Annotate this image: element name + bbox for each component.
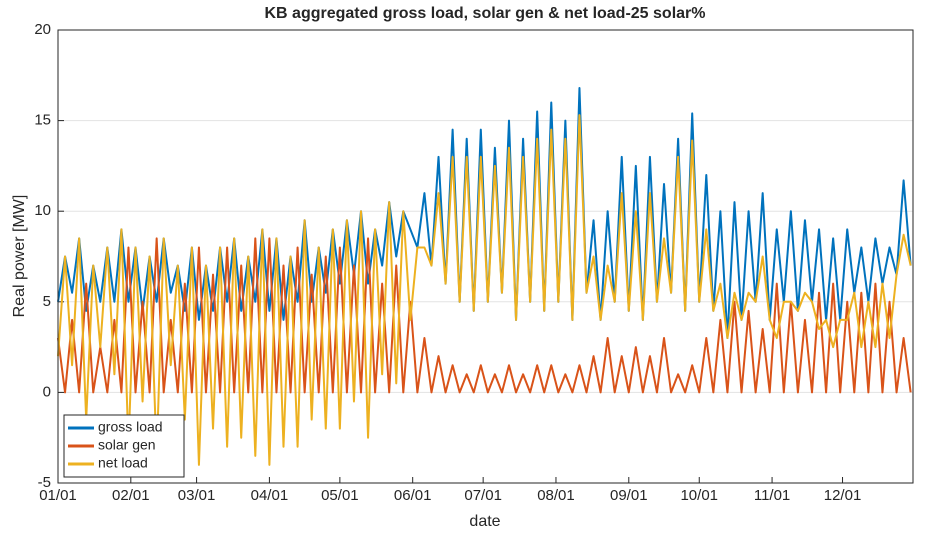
x-tick-label: 07/01 <box>464 487 502 504</box>
axes-box <box>57 29 914 484</box>
x-tick-label: 08/01 <box>537 487 575 504</box>
x-tick-label: 09/01 <box>610 487 648 504</box>
y-tick-label: 15 <box>34 112 51 129</box>
y-tick-label: 20 <box>34 21 51 38</box>
y-tick-label: -5 <box>38 474 51 491</box>
x-tick-label: 02/01 <box>112 487 150 504</box>
x-tick-label: 06/01 <box>394 487 432 504</box>
legend-label: gross load <box>98 419 163 435</box>
y-tick-label: 0 <box>43 383 51 400</box>
x-tick-label: 04/01 <box>251 487 289 504</box>
x-tick-label: 03/01 <box>178 487 216 504</box>
legend: gross load solar gen net load <box>63 414 185 478</box>
y-tick-label: 10 <box>34 202 51 219</box>
y-axis-label: Real power [MW] <box>11 195 28 318</box>
x-tick-label: 05/01 <box>321 487 359 504</box>
x-tick-label: 12/01 <box>824 487 862 504</box>
legend-label: net load <box>98 455 148 471</box>
data-line <box>57 237 912 394</box>
data-line <box>57 114 912 466</box>
chart-title: KB aggregated gross load, solar gen & ne… <box>265 5 706 22</box>
x-tick-label: 10/01 <box>680 487 718 504</box>
x-axis-label: date <box>469 513 500 530</box>
x-tick-label: 11/01 <box>754 487 790 504</box>
legend-label: solar gen <box>98 437 156 453</box>
x-tick-label: 01/01 <box>39 487 77 504</box>
y-tick-label: 5 <box>43 293 51 310</box>
